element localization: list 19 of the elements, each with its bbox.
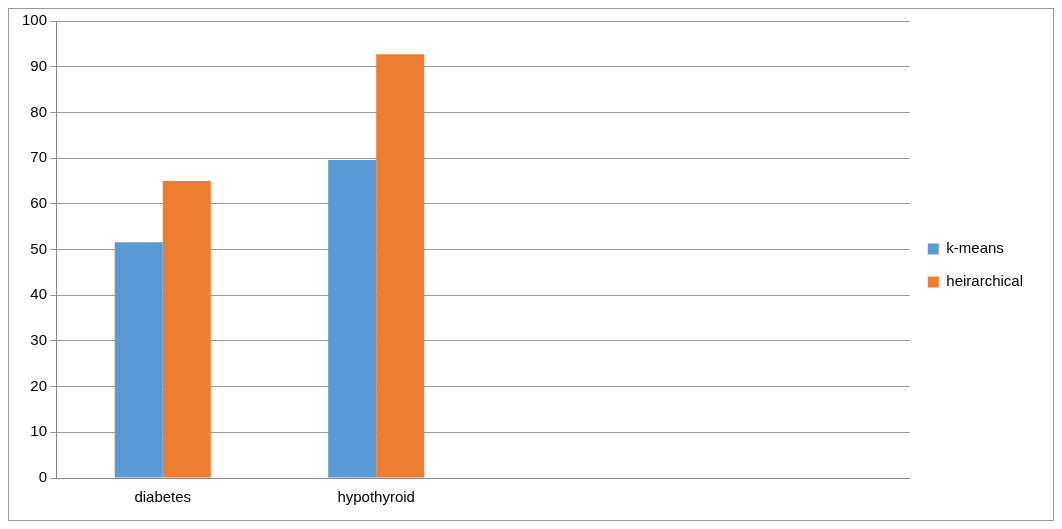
- legend-label: heirarchical: [946, 272, 1023, 290]
- y-tick-label: 70: [30, 148, 48, 166]
- y-tick-label: 20: [30, 376, 48, 394]
- x-tick-label: diabetes: [134, 488, 192, 506]
- legend-label: k-means: [946, 239, 1004, 257]
- y-tick-label: 50: [30, 239, 48, 257]
- bar: [376, 54, 425, 478]
- bar: [162, 180, 211, 478]
- y-tick-label: 0: [38, 468, 48, 486]
- y-tick-label: 90: [30, 56, 48, 74]
- y-tick-label: 100: [22, 11, 48, 29]
- bar: [114, 242, 163, 478]
- y-tick-label: 30: [30, 331, 48, 349]
- y-tick-label: 80: [30, 102, 48, 120]
- y-tick-label: 40: [30, 285, 48, 303]
- y-tick-label: 60: [30, 193, 48, 211]
- y-tick-label: 10: [30, 422, 48, 440]
- bar: [328, 159, 377, 478]
- x-tick-label: hypothyroid: [337, 488, 415, 506]
